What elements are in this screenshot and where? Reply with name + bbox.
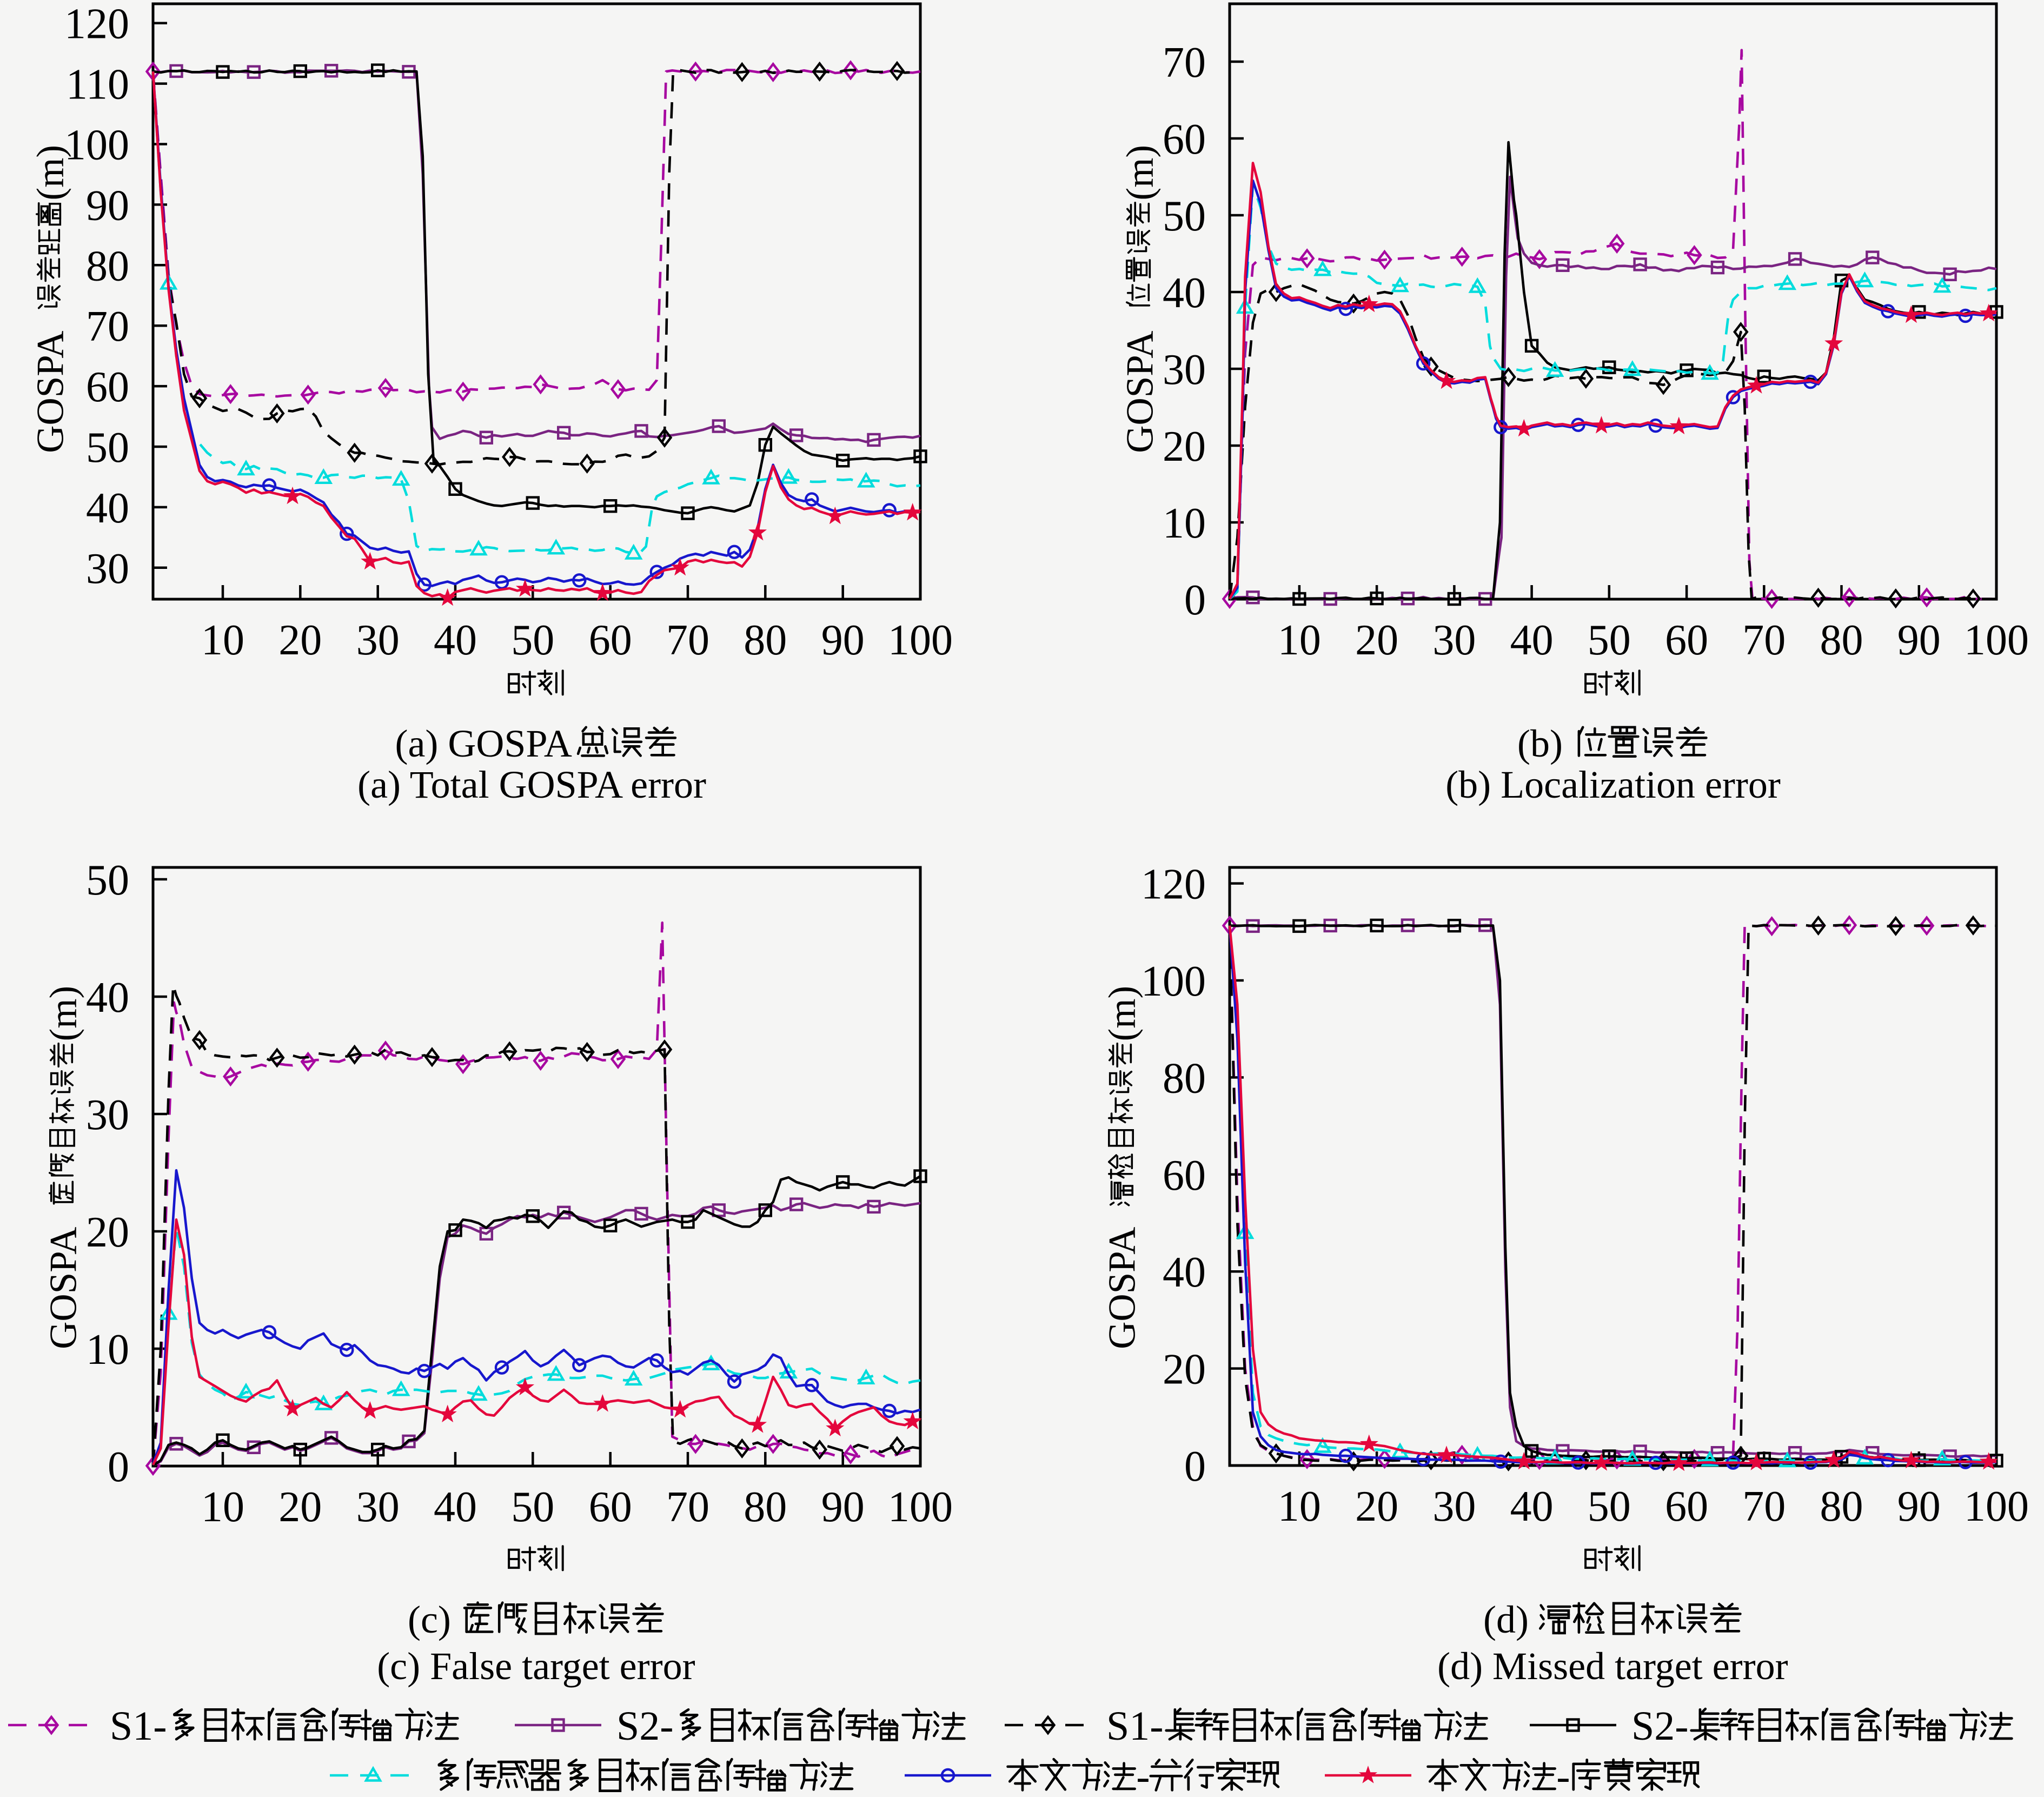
- svg-text:30: 30: [356, 1483, 400, 1531]
- svg-text:10: 10: [1163, 500, 1206, 547]
- svg-text:S2-: S2-: [616, 1703, 674, 1749]
- svg-text:100: 100: [888, 1483, 953, 1531]
- svg-text:100: 100: [1141, 958, 1206, 1005]
- svg-text:60: 60: [86, 363, 129, 411]
- svg-text:10: 10: [86, 1326, 129, 1374]
- svg-text:70: 70: [1742, 1483, 1786, 1530]
- svg-text:60: 60: [1665, 616, 1708, 664]
- svg-text:120: 120: [64, 1, 129, 48]
- svg-text:100: 100: [64, 122, 129, 169]
- svg-text:80: 80: [1163, 1055, 1206, 1102]
- svg-text:(a) GOSPA: (a) GOSPA: [395, 722, 572, 765]
- svg-text:20: 20: [1163, 1346, 1206, 1394]
- svg-text:10: 10: [1278, 1483, 1321, 1530]
- svg-text:60: 60: [589, 1483, 632, 1531]
- svg-text:-: -: [1136, 1754, 1150, 1794]
- svg-text:40: 40: [1163, 1249, 1206, 1296]
- svg-text:(m): (m): [1119, 145, 1161, 201]
- svg-text:70: 70: [666, 1483, 709, 1531]
- svg-text:20: 20: [1355, 616, 1398, 664]
- svg-text:60: 60: [1665, 1483, 1708, 1530]
- svg-text:50: 50: [86, 857, 129, 904]
- svg-text:0: 0: [108, 1443, 129, 1491]
- svg-text:90: 90: [1897, 1483, 1941, 1530]
- svg-text:(a) Total GOSPA error: (a) Total GOSPA error: [357, 763, 706, 806]
- svg-text:20: 20: [278, 616, 322, 664]
- svg-text:50: 50: [1588, 1483, 1631, 1530]
- svg-text:(b): (b): [1517, 722, 1563, 765]
- svg-text:80: 80: [1820, 1483, 1863, 1530]
- svg-text:40: 40: [1163, 269, 1206, 317]
- svg-text:10: 10: [201, 1483, 244, 1531]
- svg-text:40: 40: [1510, 1483, 1554, 1530]
- svg-text:GOSPA: GOSPA: [1101, 1227, 1143, 1349]
- svg-text:50: 50: [1163, 193, 1206, 240]
- svg-text:100: 100: [1964, 1483, 2029, 1530]
- svg-text:70: 70: [86, 303, 129, 350]
- svg-text:80: 80: [1820, 616, 1863, 664]
- svg-text:0: 0: [1184, 576, 1206, 624]
- svg-text:30: 30: [356, 616, 400, 664]
- svg-text:20: 20: [86, 1209, 129, 1256]
- svg-text:50: 50: [1588, 616, 1631, 664]
- svg-text:(m): (m): [42, 986, 84, 1042]
- svg-text:30: 30: [86, 545, 129, 593]
- svg-text:20: 20: [1163, 423, 1206, 470]
- svg-text:80: 80: [744, 1483, 787, 1531]
- svg-text:50: 50: [511, 616, 554, 664]
- svg-text:80: 80: [744, 616, 787, 664]
- svg-text:60: 60: [589, 616, 632, 664]
- svg-text:(b) Localization error: (b) Localization error: [1445, 763, 1781, 806]
- svg-text:(m): (m): [29, 145, 71, 201]
- svg-text:30: 30: [1432, 616, 1476, 664]
- svg-text:60: 60: [1163, 1152, 1206, 1199]
- svg-text:60: 60: [1163, 116, 1206, 163]
- svg-text:40: 40: [86, 485, 129, 532]
- svg-text:S2-: S2-: [1631, 1703, 1689, 1749]
- svg-text:20: 20: [1355, 1483, 1398, 1530]
- svg-text:40: 40: [1510, 616, 1554, 664]
- svg-text:GOSPA: GOSPA: [1119, 331, 1161, 453]
- svg-text:(m): (m): [1101, 986, 1143, 1042]
- svg-text:10: 10: [1278, 616, 1321, 664]
- svg-text:50: 50: [511, 1483, 554, 1531]
- svg-text:70: 70: [1163, 39, 1206, 87]
- svg-text:(c) False target error: (c) False target error: [377, 1645, 695, 1688]
- svg-text:(d) Missed target error: (d) Missed target error: [1437, 1645, 1788, 1688]
- svg-text:90: 90: [86, 182, 129, 229]
- svg-text:120: 120: [1141, 861, 1206, 909]
- svg-text:(d): (d): [1483, 1598, 1529, 1641]
- svg-text:70: 70: [666, 616, 709, 664]
- svg-text:30: 30: [86, 1091, 129, 1139]
- svg-text:10: 10: [201, 616, 244, 664]
- svg-text:-: -: [1556, 1754, 1570, 1794]
- svg-text:20: 20: [278, 1483, 322, 1531]
- svg-text:110: 110: [66, 61, 129, 109]
- svg-text:(c): (c): [408, 1598, 451, 1641]
- svg-text:40: 40: [434, 1483, 477, 1531]
- svg-text:90: 90: [821, 1483, 865, 1531]
- svg-text:0: 0: [1184, 1443, 1206, 1490]
- svg-text:GOSPA: GOSPA: [42, 1227, 84, 1349]
- svg-text:GOSPA: GOSPA: [29, 331, 71, 453]
- svg-text:S1-: S1-: [1106, 1703, 1164, 1749]
- svg-text:100: 100: [888, 616, 953, 664]
- svg-text:40: 40: [434, 616, 477, 664]
- svg-text:100: 100: [1964, 616, 2029, 664]
- svg-text:S1-: S1-: [110, 1703, 167, 1749]
- svg-text:30: 30: [1432, 1483, 1476, 1530]
- svg-text:50: 50: [86, 424, 129, 472]
- svg-text:80: 80: [86, 242, 129, 290]
- svg-text:40: 40: [86, 974, 129, 1022]
- svg-text:70: 70: [1742, 616, 1786, 664]
- svg-text:90: 90: [821, 616, 865, 664]
- svg-text:90: 90: [1897, 616, 1941, 664]
- svg-text:30: 30: [1163, 346, 1206, 394]
